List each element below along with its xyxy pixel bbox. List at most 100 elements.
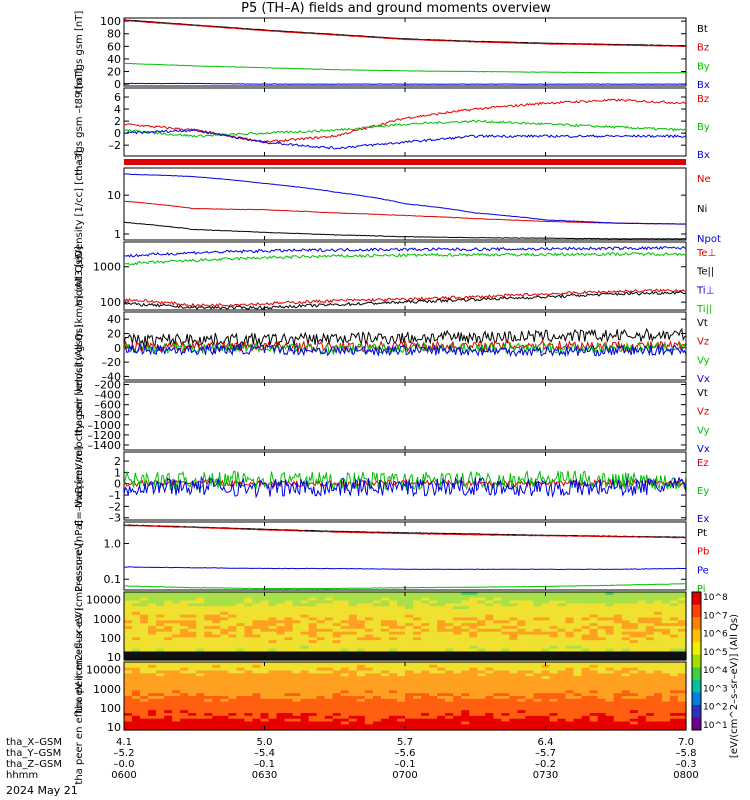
heatmap-cell [445,673,454,677]
heatmap-cell [501,614,510,619]
legend-entry: By [697,61,710,72]
heatmap-cell [316,710,326,714]
heatmap-cell [164,710,173,714]
heatmap-cell [557,628,567,633]
heatmap-cell [509,684,518,689]
heatmap-cell [260,681,270,686]
heatmap-cell [581,645,591,650]
heatmap-cell [316,609,326,613]
heatmap-cell [549,614,559,619]
heatmap-cell [212,637,221,641]
heatmap-cell [517,667,527,672]
heatmap-cell [597,609,607,613]
heatmap-cell [485,592,494,596]
heatmap-cell [140,609,149,613]
heatmap-cell [573,696,583,700]
heatmap-cell [573,631,583,636]
heatmap-cell [244,727,254,731]
heatmap-cell [493,623,502,627]
heatmap-cell [645,727,655,731]
heatmap-cell [581,707,591,711]
heatmap-cell [621,684,631,689]
heatmap-cell [413,713,422,717]
heatmap-cell [236,634,246,638]
heatmap-cell [477,594,486,599]
heatmap-cell [437,676,446,680]
heatmap-cell [661,651,671,655]
heatmap-cell [437,631,446,636]
heatmap-cell [509,667,518,672]
heatmap-cell [132,681,141,686]
heatmap-cell [324,611,334,616]
heatmap-cell [501,696,510,700]
heatmap-cell [653,606,663,610]
heatmap-cell [621,670,631,674]
heatmap-cell [356,654,366,658]
heatmap-cell [180,651,189,655]
heatmap-cell [453,640,462,644]
heatmap-cell [493,701,502,706]
heatmap-cell [557,707,567,711]
heatmap-cell [348,687,358,691]
heatmap-cell [132,662,141,666]
heatmap-cell [629,606,639,610]
ephemeris-row-label: tha_Y–GSM [6,748,61,759]
heatmap-cell [132,640,141,644]
heatmap-cell [204,670,213,674]
heatmap-cell [292,713,302,717]
heatmap-cell [148,609,157,613]
heatmap-cell [132,634,141,638]
heatmap-cell [501,626,510,630]
heatmap-cell [653,651,663,655]
heatmap-cell [565,626,575,630]
heatmap-cell [661,696,671,700]
heatmap-cell [669,620,679,624]
heatmap-cell [629,628,639,633]
heatmap-cell [372,657,382,661]
heatmap-cell [252,667,262,672]
heatmap-cell [461,640,470,644]
heatmap-cell [453,687,462,691]
heatmap-cell [541,707,551,711]
colorbar-segment [692,629,701,643]
panel-6: tha peer velocity gsm [km/s] (All Qs) –20… [74,324,710,508]
heatmap-cell [372,626,382,630]
heatmap-cell [276,651,286,655]
heatmap-cell [605,651,615,655]
heatmap-cell [356,626,366,630]
heatmap-cell [453,673,462,677]
ephemeris-value: 0630 [252,770,277,781]
heatmap-cell [605,640,615,644]
heatmap-cell [204,721,213,725]
heatmap-cell [124,648,133,653]
series-line-Ti|| [123,251,687,266]
heatmap-cell [525,679,535,683]
heatmap-cell [405,606,414,610]
heatmap-cell [396,664,406,669]
heatmap-cell [252,687,262,691]
legend-entry: Bz [697,43,709,54]
heatmap-cell [356,670,366,674]
heatmap-cell [493,693,502,697]
heatmap-cell [164,628,173,633]
heatmap-cell [533,623,543,627]
heatmap-cell [380,631,390,636]
heatmap-cell [557,592,567,596]
heatmap-cell [316,713,326,717]
heatmap-cell [477,645,486,650]
heatmap-cell [396,626,406,630]
heatmap-cell [340,673,350,677]
heatmap-cell [533,600,543,604]
heatmap-cell [517,614,527,619]
legend-entry: Ey [697,486,709,497]
heatmap-cell [613,603,623,607]
heatmap-cell [517,600,527,604]
heatmap-cell [525,710,535,714]
y-tick-label: 80 [107,28,121,41]
heatmap-cell [565,676,575,680]
heatmap-cell [461,609,470,613]
heatmap-cell [485,620,494,624]
heatmap-cell [324,651,334,655]
heatmap-cell [236,715,246,720]
heatmap-cell [445,648,454,653]
